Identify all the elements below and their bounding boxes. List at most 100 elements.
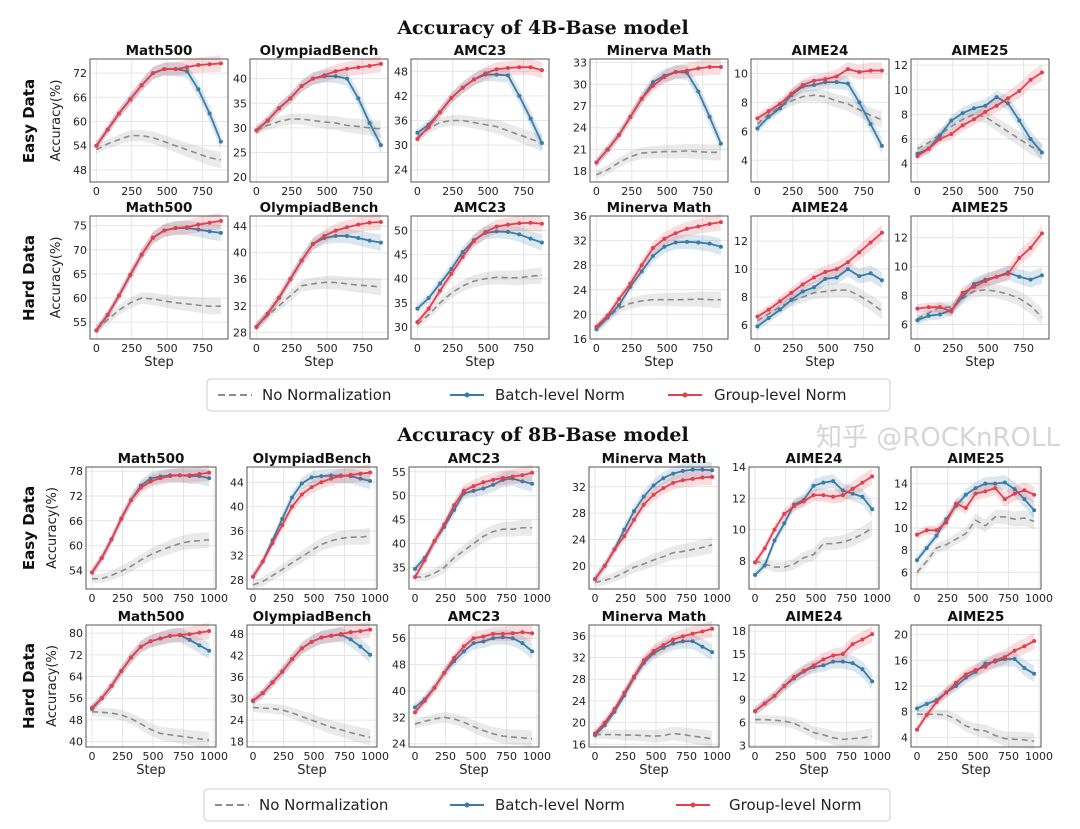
- confidence-band-no-norm: [417, 114, 542, 152]
- x-tick-label: 250: [775, 750, 796, 763]
- data-point-batch: [650, 253, 655, 258]
- data-point-group: [358, 471, 363, 476]
- subplot-amc23: 0 250 500 750 1000 35 40 45 50 55 AMC23: [392, 451, 551, 605]
- data-point-group: [184, 65, 189, 70]
- data-point-group: [290, 657, 295, 662]
- data-point-batch: [622, 527, 627, 532]
- figure-title-4b: Accuracy of 4B-Base model: [396, 17, 688, 39]
- data-point-batch: [718, 244, 723, 249]
- data-point-batch: [1039, 150, 1044, 155]
- series-line-no-norm: [594, 544, 713, 584]
- y-tick-label: 32: [233, 300, 247, 313]
- x-tick-label: 250: [442, 185, 463, 198]
- y-tick-label: 30: [230, 693, 244, 706]
- plot-frame: [750, 58, 890, 183]
- data-point-group: [811, 275, 816, 280]
- y-axis-label: Accuracy(%): [49, 237, 64, 319]
- data-point-batch: [1022, 497, 1027, 502]
- data-point-group: [129, 655, 134, 660]
- data-point-batch: [367, 238, 372, 243]
- confidence-band-batch: [414, 629, 533, 712]
- subplot-title: AMC23: [454, 200, 507, 216]
- data-point-group: [1005, 96, 1010, 101]
- data-point-group: [617, 297, 622, 302]
- plot-area: [751, 216, 889, 339]
- x-tick-label: 250: [942, 185, 963, 198]
- data-point-group: [491, 477, 496, 482]
- data-point-batch: [218, 139, 223, 144]
- y-tick-label: 18: [732, 625, 746, 638]
- data-point-batch: [517, 232, 522, 237]
- data-point-batch: [650, 80, 655, 85]
- data-point-group: [612, 707, 617, 712]
- data-point-group: [857, 250, 862, 255]
- data-point-batch: [993, 481, 998, 486]
- data-point-group: [422, 698, 427, 703]
- x-tick-label: 250: [121, 185, 142, 198]
- data-point-batch: [471, 641, 476, 646]
- data-point-group: [148, 479, 153, 484]
- data-point-group: [707, 64, 712, 69]
- series-line-no-norm: [416, 119, 543, 144]
- data-point-group: [270, 541, 275, 546]
- data-point-group: [983, 489, 988, 494]
- y-tick-label: 8: [901, 706, 908, 719]
- data-point-batch: [680, 468, 685, 473]
- y-tick-label: 16: [573, 333, 587, 346]
- series-line-no-norm: [95, 297, 221, 330]
- data-point-batch: [481, 486, 486, 491]
- data-point-group: [926, 305, 931, 310]
- y-tick-label: 36: [573, 210, 587, 223]
- subplot-olympiadbench: 0 250 500 750 20 25 30 35 40 OlympiadBench: [233, 43, 389, 198]
- data-point-batch: [368, 652, 373, 657]
- data-point-batch: [845, 81, 850, 86]
- subplot-title: Math500: [118, 451, 185, 467]
- data-point-group: [778, 101, 783, 106]
- y-tick-label: 48: [73, 164, 87, 177]
- data-point-group: [310, 76, 315, 81]
- data-point-group: [299, 84, 304, 89]
- data-point-group: [299, 492, 304, 497]
- data-point-group: [949, 309, 954, 314]
- data-point-group: [432, 685, 437, 690]
- y-tick-label: 36: [230, 671, 244, 684]
- y-tick-label: 28: [233, 326, 247, 339]
- y-tick-label: 4: [901, 158, 908, 171]
- x-tick-label: 250: [621, 342, 642, 355]
- series-line-no-norm: [917, 288, 1043, 320]
- plot-frame: [246, 466, 378, 590]
- subplot-title: Minerva Math: [602, 451, 707, 467]
- y-tick-label: 44: [230, 476, 244, 489]
- x-tick-label: 750: [836, 750, 857, 763]
- y-tick-label: 35: [233, 97, 247, 110]
- y-tick-label: 6: [741, 319, 748, 332]
- y-tick-label: 40: [69, 736, 83, 749]
- y-axis-label: Accuracy(%): [49, 80, 64, 162]
- data-point-group: [471, 239, 476, 244]
- data-point-group: [801, 668, 806, 673]
- data-point-group: [309, 485, 314, 490]
- data-point-group: [944, 520, 949, 525]
- y-tick-label: 16: [894, 654, 908, 667]
- subplot-title: AIME24: [786, 451, 843, 467]
- data-point-batch: [358, 644, 363, 649]
- figure-title-8b: Accuracy of 8B-Base model: [396, 424, 688, 446]
- data-point-batch: [860, 667, 865, 672]
- x-tick-label: 250: [937, 750, 958, 763]
- data-point-batch: [207, 648, 212, 653]
- confidence-band-batch: [256, 69, 381, 154]
- x-tick-label: 250: [435, 750, 456, 763]
- y-tick-label: 28: [572, 507, 586, 520]
- data-point-group: [1039, 70, 1044, 75]
- data-point-batch: [207, 476, 212, 481]
- x-axis-label: Step: [644, 355, 674, 370]
- y-tick-label: 45: [394, 249, 408, 262]
- data-point-group: [602, 563, 607, 568]
- subplot-title: AIME25: [952, 43, 1009, 59]
- subplot-amc23: 0 250 500 750 24 30 36 42 48 AMC23: [394, 43, 550, 198]
- data-point-batch: [718, 141, 723, 146]
- data-point-batch: [960, 111, 965, 116]
- data-point-batch: [539, 240, 544, 245]
- data-point-group: [594, 160, 599, 165]
- series-line-no-norm: [756, 289, 883, 322]
